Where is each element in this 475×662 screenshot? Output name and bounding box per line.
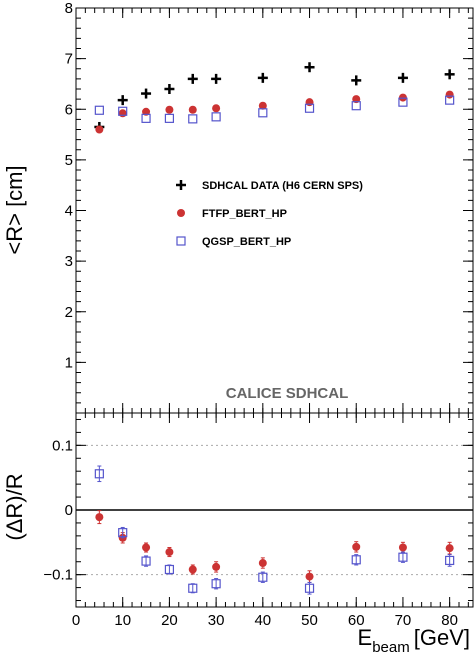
- ratio-point-s1-3: [164, 564, 175, 575]
- main-point-s0-10: [444, 69, 455, 80]
- ratio-xtick-label-8: 80: [441, 612, 458, 629]
- main-point-s1-0: [95, 125, 104, 134]
- ratio-point-s1-7: [304, 583, 315, 593]
- ratio-point-s1-5: [211, 579, 221, 589]
- legend-label-2: QGSP_BERT_HP: [202, 236, 291, 248]
- ratio-point-s0-2: [142, 543, 151, 552]
- main-point-s0-4: [187, 73, 198, 84]
- x-axis-title: Ebeam [GeV]: [358, 625, 470, 656]
- main-point-s2-9: [398, 97, 408, 107]
- ratio-point-s0-4: [188, 565, 197, 574]
- ratio-point-s1-0: [94, 469, 104, 479]
- ratio-xtick-label-7: 70: [395, 612, 412, 629]
- main-point-s1-1: [118, 109, 127, 118]
- ratio-xtick-label-0: 0: [72, 612, 80, 629]
- main-point-s2-1: [118, 106, 128, 116]
- main-point-s2-4: [188, 114, 198, 124]
- main-ytick-label-2: 3: [65, 253, 73, 270]
- ratio-ytick-label-1: 0: [65, 502, 73, 519]
- ratio-xtick-label-5: 50: [301, 612, 318, 629]
- main-point-s0-1: [117, 95, 128, 106]
- legend-marker-2: [176, 236, 186, 246]
- main-point-s1-5: [212, 104, 221, 113]
- ratio-point-s0-7: [305, 572, 314, 581]
- ratio-panel: −0.1 0 0.1 0 10 20 30 40 50 60 70 80 (ΔR)/R Ebeam[…: [2, 412, 474, 656]
- ratio-markers: [94, 465, 455, 595]
- legend-marker-1: [177, 209, 185, 217]
- ratio-point-s1-8: [351, 555, 361, 565]
- ratio-y-ticks: −0.1 0 0.1: [43, 418, 473, 602]
- legend: SDHCAL DATA (H6 CERN SPS) FTFP_BERT_HP QGS…: [176, 180, 363, 248]
- main-ytick-label-1: 2: [65, 304, 73, 321]
- ratio-point-s1-2: [141, 556, 151, 566]
- ratio-point-s1-4: [188, 583, 198, 593]
- ratio-y-axis-title: (ΔR)/R: [2, 473, 27, 540]
- main-x-ticks: [75, 8, 469, 413]
- main-point-s2-2: [141, 113, 151, 123]
- ratio-point-s0-9: [398, 543, 407, 552]
- ratio-xtick-label-3: 30: [208, 612, 225, 629]
- ratio-xtick-label-6: 60: [348, 612, 365, 629]
- ratio-point-s0-6: [258, 559, 267, 568]
- ratio-xtick-label-1: 10: [114, 612, 131, 629]
- ratio-x-ticks: 0 10 20 30 40 50 60 70 80: [72, 413, 469, 629]
- ratio-point-s1-6: [258, 572, 268, 582]
- ratio-ytick-label-2: 0.1: [52, 437, 73, 454]
- ratio-ytick-label-0: −0.1: [43, 567, 73, 584]
- main-point-s1-7: [305, 98, 314, 107]
- main-ytick-label-5: 6: [65, 101, 73, 118]
- main-point-s2-0: [94, 105, 104, 115]
- main-point-s0-7: [304, 62, 315, 73]
- main-ytick-label-3: 4: [65, 203, 73, 220]
- main-ytick-label-0: 1: [65, 354, 73, 371]
- ratio-xtick-label-4: 40: [254, 612, 271, 629]
- main-point-s0-2: [141, 88, 152, 99]
- ratio-point-s1-9: [398, 552, 408, 562]
- annotation-calice: CALICE SDHCAL: [226, 385, 349, 402]
- main-ytick-label-6: 7: [65, 51, 73, 68]
- legend-label-1: FTFP_BERT_HP: [202, 208, 287, 220]
- main-y-axis-title: <R> [cm]: [2, 165, 27, 254]
- main-point-s1-10: [445, 90, 454, 99]
- main-point-s0-8: [351, 75, 362, 86]
- main-point-s2-5: [211, 112, 221, 122]
- main-y-ticks: 1 2 3 4 5 6 7 8: [65, 0, 473, 414]
- main-point-s2-8: [351, 101, 361, 111]
- main-point-s0-9: [397, 72, 408, 83]
- ratio-point-s0-3: [165, 548, 174, 557]
- legend-marker-0: [176, 180, 186, 190]
- main-point-s1-3: [165, 105, 174, 114]
- main-point-s2-10: [445, 95, 455, 105]
- ratio-point-s0-10: [445, 544, 454, 553]
- main-point-s0-3: [164, 84, 175, 94]
- main-point-s1-4: [188, 105, 197, 114]
- ratio-grid: [76, 444, 473, 576]
- main-markers: [94, 62, 455, 134]
- main-point-s2-3: [164, 113, 175, 123]
- ratio-point-s1-10: [445, 555, 455, 566]
- ratio-point-s0-5: [212, 562, 221, 571]
- main-ytick-label-7: 8: [65, 0, 73, 17]
- main-point-s2-7: [304, 103, 315, 113]
- ratio-point-s1-1: [118, 528, 128, 538]
- main-point-s0-6: [257, 72, 268, 83]
- ratio-point-s0-8: [352, 542, 361, 551]
- main-point-s2-6: [258, 108, 268, 118]
- main-point-s0-5: [211, 73, 222, 84]
- main-panel: 1 2 3 4 5 6 7 8 <R> [cm] SDHCAL DATA (H6 CERN S…: [2, 0, 474, 414]
- legend-label-0: SDHCAL DATA (H6 CERN SPS): [202, 180, 363, 192]
- ratio-xtick-label-2: 20: [161, 612, 178, 629]
- main-point-s1-6: [258, 101, 267, 110]
- main-ytick-label-4: 5: [65, 152, 73, 169]
- ratio-point-s0-0: [95, 513, 104, 522]
